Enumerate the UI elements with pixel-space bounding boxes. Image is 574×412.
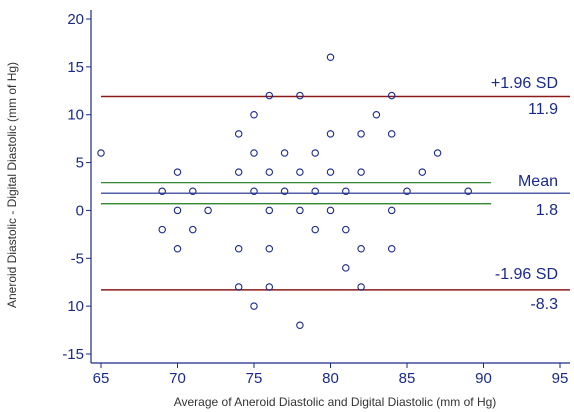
data-point — [296, 321, 304, 330]
x-tick-label: 80 — [322, 370, 339, 387]
data-point — [357, 283, 365, 291]
data-point — [387, 206, 396, 215]
y-tick-label: -15 — [62, 346, 84, 363]
data-point — [464, 187, 472, 196]
mean-label: Mean — [518, 173, 558, 190]
data-point — [311, 225, 319, 234]
data-point — [296, 91, 304, 100]
y-axis-label: Aneroid Diastolic - Digital Diastolic (m… — [5, 62, 19, 308]
data-point — [311, 149, 319, 157]
data-point — [158, 187, 166, 196]
data-point — [234, 283, 243, 291]
data-point — [189, 225, 197, 234]
data-point — [265, 244, 274, 253]
x-tick-label: 85 — [399, 370, 416, 387]
lower-sd-value: -8.3 — [530, 296, 558, 313]
data-point — [326, 130, 335, 138]
y-tick-label: 10 — [67, 107, 84, 124]
data-point — [280, 187, 289, 196]
upper-sd-label: +1.96 SD — [491, 75, 558, 92]
x-tick-label: 70 — [169, 370, 186, 387]
data-point — [173, 244, 182, 253]
data-point — [311, 187, 319, 196]
data-point — [296, 206, 304, 215]
data-point — [357, 168, 365, 176]
data-point — [173, 168, 182, 176]
data-point — [265, 91, 274, 100]
data-point — [357, 244, 365, 253]
x-tick-label: 90 — [475, 370, 492, 387]
data-point — [280, 149, 289, 157]
x-axis-label: Average of Aneroid Diastolic and Digital… — [174, 395, 497, 409]
data-point — [265, 283, 274, 291]
data-point — [342, 187, 350, 196]
x-tick-label: 75 — [246, 370, 263, 387]
data-point — [250, 302, 258, 310]
data-point — [342, 264, 350, 272]
data-point — [158, 225, 166, 234]
data-point — [204, 206, 212, 215]
lower-sd-label: -1.96 SD — [495, 266, 558, 283]
data-point — [173, 206, 182, 215]
x-tick-label: 95 — [552, 370, 569, 387]
data-point — [234, 130, 243, 138]
data-point — [357, 130, 365, 138]
data-point — [189, 187, 197, 196]
data-point — [234, 168, 243, 176]
data-point — [387, 130, 396, 138]
upper-sd-value: 11.9 — [528, 101, 558, 118]
data-point — [326, 168, 335, 176]
y-tick-label: 15 — [67, 59, 84, 76]
y-tick-label: 20 — [67, 11, 84, 28]
data-point — [433, 149, 442, 157]
data-point — [250, 187, 258, 196]
data-point — [372, 110, 381, 119]
data-point — [250, 149, 258, 157]
x-tick-label: 65 — [93, 370, 110, 387]
data-point — [387, 91, 396, 100]
data-point — [418, 168, 427, 176]
data-point — [387, 244, 396, 253]
mean-value: 1.8 — [536, 202, 558, 219]
data-point — [265, 168, 274, 176]
y-tick-label: 0 — [76, 202, 84, 219]
data-point — [250, 110, 258, 119]
data-point — [265, 206, 274, 215]
y-tick-label: 10 — [67, 298, 84, 315]
data-point — [342, 225, 350, 234]
data-point — [403, 187, 411, 196]
data-point — [296, 168, 304, 176]
data-point — [97, 149, 105, 157]
data-point — [326, 206, 335, 215]
data-point — [326, 53, 335, 62]
y-tick-label: -5 — [71, 250, 84, 267]
data-point — [234, 244, 243, 253]
y-tick-label: 5 — [76, 155, 84, 172]
